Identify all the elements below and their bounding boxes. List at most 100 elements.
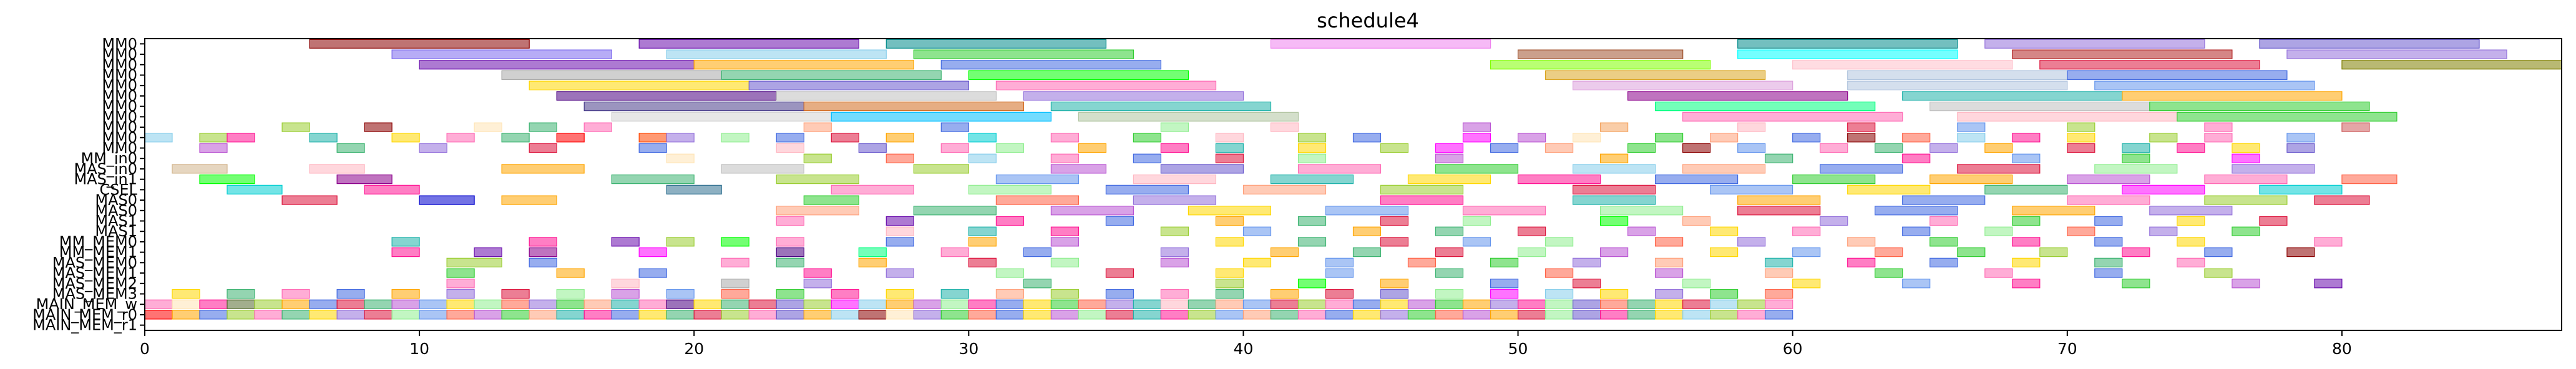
task-bar xyxy=(1023,247,1052,257)
task-bar xyxy=(1627,226,1656,236)
task-bar xyxy=(1518,175,1601,184)
task-bar xyxy=(1600,310,1629,320)
y-tick-label: MAS_MEM2 xyxy=(52,275,137,292)
task-bar xyxy=(776,289,804,299)
task-bar xyxy=(556,289,585,299)
task-bar xyxy=(309,39,530,49)
task-bar xyxy=(1902,91,2123,101)
task-bar xyxy=(1270,299,1299,309)
task-bar xyxy=(2149,206,2233,216)
task-bar xyxy=(1078,143,1107,153)
task-bar xyxy=(1600,153,1629,163)
task-bar xyxy=(693,60,914,70)
task-bar xyxy=(1710,184,1793,194)
task-bar xyxy=(281,310,310,320)
task-bar xyxy=(1655,175,1739,184)
task-bar xyxy=(1462,216,1491,226)
task-bar xyxy=(2012,206,2095,216)
task-bar xyxy=(336,143,365,153)
task-bar xyxy=(1050,226,1080,236)
task-bar xyxy=(2204,268,2233,278)
task-bar xyxy=(940,60,1162,70)
task-bar xyxy=(144,310,173,320)
task-bar xyxy=(1765,310,1793,320)
task-bar xyxy=(1160,226,1189,236)
task-bar xyxy=(1215,279,1244,289)
y-tick-label: MAS_MEM0 xyxy=(52,254,137,271)
task-bar xyxy=(1573,164,1656,174)
task-bar xyxy=(2039,247,2068,257)
task-bar xyxy=(940,122,969,132)
task-bar xyxy=(1518,133,1546,143)
task-bar xyxy=(2204,122,2233,132)
task-bar xyxy=(1820,164,1903,174)
task-bar xyxy=(666,153,695,163)
task-bar xyxy=(1737,195,1821,205)
task-bar xyxy=(1105,289,1134,299)
task-bar xyxy=(1600,206,1684,216)
task-bar xyxy=(858,247,887,257)
task-bar xyxy=(1737,206,1821,216)
task-bar xyxy=(1957,247,1986,257)
task-bar xyxy=(1160,310,1189,320)
task-bar xyxy=(1518,299,1546,309)
task-bar xyxy=(1160,164,1244,174)
task-bar xyxy=(1737,39,1958,49)
task-bar xyxy=(2067,70,2288,80)
task-bar xyxy=(227,299,255,309)
task-bar xyxy=(2314,237,2343,247)
task-bar xyxy=(1573,184,1656,194)
task-bar xyxy=(666,289,695,299)
task-bar xyxy=(254,310,283,320)
task-bar xyxy=(1847,133,1876,143)
task-bar xyxy=(364,122,393,132)
task-bar xyxy=(1930,102,2150,112)
task-bar xyxy=(309,133,338,143)
task-bar xyxy=(1737,299,1766,309)
task-bar xyxy=(1215,133,1244,143)
task-bar xyxy=(1847,80,2068,90)
task-bar xyxy=(1435,164,1519,174)
y-tick-label: MAS1 xyxy=(95,213,137,230)
y-tick-label: MAS0 xyxy=(95,202,137,219)
task-bar xyxy=(1380,195,1464,205)
task-bar xyxy=(391,289,420,299)
task-bar xyxy=(1765,268,1793,278)
task-bar xyxy=(2204,195,2288,205)
task-bar xyxy=(1655,237,1684,247)
task-bar xyxy=(501,299,530,309)
task-bar xyxy=(474,299,502,309)
task-bar xyxy=(529,143,557,153)
task-bar xyxy=(1380,143,1409,153)
task-bar xyxy=(995,299,1025,309)
task-bar xyxy=(1984,226,2013,236)
y-tick-label: MAIN_MEM_r1 xyxy=(32,317,137,334)
task-bar xyxy=(2341,60,2562,70)
task-bar xyxy=(1325,310,1354,320)
task-bar xyxy=(611,112,832,122)
task-bar xyxy=(1050,257,1080,267)
task-bar xyxy=(2012,216,2041,226)
task-bar xyxy=(501,289,530,299)
task-bar xyxy=(2341,122,2370,132)
task-bar xyxy=(666,237,695,247)
task-bar xyxy=(2012,279,2041,289)
task-bar xyxy=(1655,133,1684,143)
task-bar xyxy=(803,102,1025,112)
task-bar xyxy=(529,257,557,267)
y-tick-label: MM0 xyxy=(102,56,137,74)
task-bar xyxy=(1435,289,1464,299)
task-bar xyxy=(1930,143,1958,153)
task-bar xyxy=(1765,289,1793,299)
task-bar xyxy=(1325,257,1354,267)
task-bar xyxy=(529,247,557,257)
x-tick-label: 0 xyxy=(140,340,150,358)
task-bar xyxy=(1105,310,1134,320)
task-bar xyxy=(2094,216,2123,226)
task-bar xyxy=(1133,310,1162,320)
task-bar xyxy=(666,184,722,194)
task-bar xyxy=(2012,237,2041,247)
task-bar xyxy=(199,133,228,143)
task-bar xyxy=(1710,310,1739,320)
task-bar xyxy=(1380,184,1464,194)
